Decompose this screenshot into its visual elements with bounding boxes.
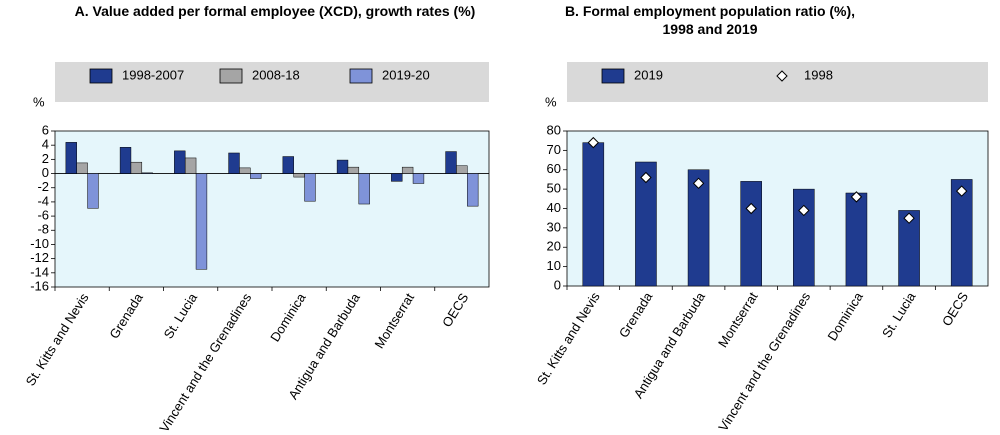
- plot-area: [566, 130, 989, 287]
- bar: [130, 161, 143, 174]
- bar: [195, 173, 208, 270]
- x-tick-label: St. Lucia: [161, 290, 201, 341]
- legend-label: 2019-20: [382, 67, 430, 82]
- y-tick-label: 80: [547, 122, 561, 137]
- bar: [141, 172, 153, 174]
- bar: [391, 173, 403, 182]
- bar: [793, 188, 815, 287]
- bar: [250, 173, 262, 179]
- bar: [845, 192, 868, 287]
- bar: [456, 165, 468, 174]
- y-tick-label: -10: [30, 236, 49, 251]
- bar: [119, 147, 132, 174]
- y-tick-label: 6: [42, 122, 49, 137]
- legend-label: 1998-2007: [122, 67, 184, 82]
- bar: [445, 151, 457, 174]
- bar: [898, 210, 920, 287]
- legend-label: 2019: [634, 67, 663, 82]
- x-tick-label: St. Kitts and Nevis: [23, 290, 92, 388]
- legend-label: 1998: [804, 67, 833, 82]
- y-tick-label: 60: [547, 161, 561, 176]
- legend-swatch: [89, 68, 113, 84]
- y-tick-label: 70: [547, 142, 561, 157]
- legend-swatch: [601, 68, 625, 84]
- legend-swatch: [219, 68, 243, 84]
- bar: [401, 166, 414, 174]
- y-axis-label: %: [33, 94, 45, 109]
- y-tick-label: -16: [30, 278, 49, 293]
- bar: [174, 150, 186, 174]
- plot-area: [54, 130, 490, 288]
- bar: [76, 162, 88, 174]
- point: [903, 212, 915, 224]
- bar: [239, 167, 251, 174]
- bar: [950, 179, 973, 287]
- legend-marker: [776, 70, 788, 82]
- x-tick-label: OECS: [939, 289, 971, 328]
- x-tick-label: Montserrat: [715, 289, 761, 350]
- point: [692, 177, 705, 190]
- y-tick-label: 40: [547, 200, 561, 215]
- bar: [293, 173, 305, 178]
- chart-title: A. Value added per formal employee (XCD)…: [74, 3, 476, 19]
- y-tick-label: 20: [547, 239, 561, 254]
- y-tick-label: -2: [37, 179, 49, 194]
- bar: [358, 173, 370, 205]
- bar: [412, 173, 425, 184]
- legend-box: [567, 62, 988, 102]
- x-tick-label: Montserrat: [371, 290, 417, 351]
- x-tick-label: Dominica: [267, 290, 309, 345]
- point: [587, 136, 600, 149]
- legend-box: [55, 62, 489, 102]
- x-tick-label: St. Kitts and Nevis: [534, 289, 603, 387]
- y-tick-label: -12: [30, 250, 49, 265]
- y-tick-label: 10: [547, 258, 561, 273]
- bar: [336, 159, 349, 174]
- y-tick-label: -8: [37, 222, 49, 237]
- legend-swatch: [349, 68, 373, 84]
- y-tick-label: -6: [37, 208, 49, 223]
- bar: [87, 173, 99, 209]
- x-tick-label: Grenada: [616, 289, 656, 341]
- point: [850, 191, 863, 203]
- y-tick-label: 0: [554, 277, 561, 292]
- y-tick-label: -4: [37, 193, 49, 208]
- x-tick-label: St. Vincent and the Grenadines: [705, 289, 814, 435]
- bar: [582, 142, 605, 287]
- x-tick-label: Dominica: [824, 289, 866, 344]
- x-tick-label: Grenada: [106, 290, 146, 342]
- bar: [228, 152, 240, 174]
- bar: [687, 169, 710, 287]
- bar: [65, 142, 77, 174]
- x-tick-label: OECS: [439, 290, 471, 329]
- point: [798, 204, 810, 217]
- y-tick-label: 2: [42, 151, 49, 166]
- y-tick-label: 0: [42, 165, 49, 180]
- bar: [467, 173, 479, 207]
- y-tick-label: 30: [547, 219, 561, 234]
- point: [955, 185, 968, 197]
- point: [640, 171, 652, 184]
- bar: [184, 157, 197, 174]
- y-tick-label: 50: [547, 181, 561, 196]
- bar: [347, 166, 360, 174]
- bar: [635, 161, 657, 287]
- bar: [740, 181, 762, 287]
- point: [745, 202, 757, 215]
- bar: [282, 156, 294, 174]
- x-tick-label: St. Lucia: [879, 289, 919, 340]
- y-tick-label: 4: [42, 137, 49, 152]
- chart-title: B. Formal employment population ratio (%…: [564, 3, 856, 37]
- bar: [304, 173, 316, 202]
- y-axis-label: %: [545, 94, 557, 109]
- y-tick-label: -14: [30, 264, 49, 279]
- legend-label: 2008-18: [252, 67, 300, 82]
- x-tick-label: St. Vincent and the Grenadines: [146, 290, 255, 435]
